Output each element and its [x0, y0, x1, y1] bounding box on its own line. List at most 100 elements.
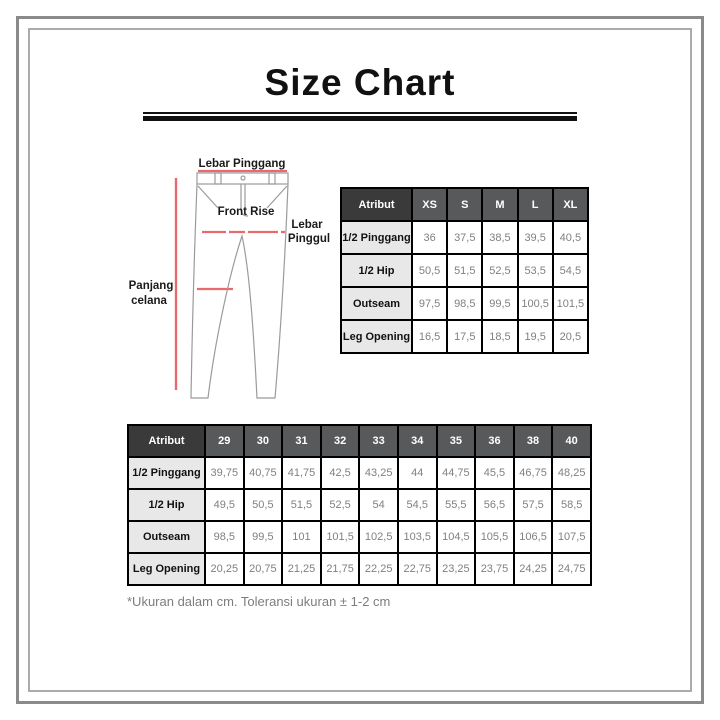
cell-value: 54 [358, 488, 399, 522]
cell-value: 16,5 [410, 319, 449, 354]
cell-value: 24,75 [551, 552, 592, 586]
row-label: 1/2 Hip [127, 488, 206, 522]
column-header-36: 36 [474, 424, 515, 458]
table-row: Leg Opening 16,5 17,5 18,5 19,5 20,5 [340, 319, 590, 354]
column-header-32: 32 [319, 424, 361, 458]
cell-value: 98,5 [446, 286, 484, 321]
cell-value: 22,75 [396, 552, 438, 586]
cell-value: 20,5 [551, 319, 590, 354]
row-label: 1/2 Hip [340, 253, 413, 288]
row-label: Outseam [340, 286, 413, 321]
cell-value: 100,5 [516, 286, 554, 321]
table-row: 1/2 Pinggang 39,75 40,75 41,75 42,5 43,2… [127, 456, 592, 490]
cell-value: 48,25 [551, 456, 592, 490]
pants-diagram-svg: Lebar Pinggang Front Rise Lebar Pinggul … [129, 158, 330, 399]
column-header-atribut: Atribut [340, 187, 413, 222]
title-divider [143, 112, 577, 121]
cell-value: 57,5 [512, 488, 554, 522]
pants-legs-outline [190, 183, 289, 399]
cell-value: 24,25 [512, 552, 554, 586]
cell-value: 101,5 [319, 520, 361, 554]
cell-value: 45,5 [474, 456, 515, 490]
cell-value: 54,5 [396, 488, 438, 522]
cell-value: 106,5 [512, 520, 554, 554]
cell-value: 23,75 [474, 552, 515, 586]
waistband [196, 172, 289, 185]
column-header-30: 30 [242, 424, 284, 458]
length-label-line2: celana [131, 295, 167, 307]
cell-value: 58,5 [551, 488, 592, 522]
row-label: Outseam [127, 520, 206, 554]
cell-value: 39,5 [516, 220, 554, 255]
belt-loop-right [268, 172, 276, 185]
cell-value: 97,5 [410, 286, 449, 321]
column-header-atribut: Atribut [127, 424, 206, 458]
pocket-line-right [266, 185, 288, 209]
cell-value: 53,5 [516, 253, 554, 288]
cell-value: 51,5 [281, 488, 322, 522]
column-header-31: 31 [281, 424, 322, 458]
cell-value: 52,5 [481, 253, 519, 288]
column-header-29: 29 [204, 424, 245, 458]
column-header-l: L [516, 187, 554, 222]
table-row: 1/2 Pinggang 36 37,5 38,5 39,5 40,5 [340, 220, 590, 255]
cell-value: 36 [410, 220, 449, 255]
cell-value: 104,5 [435, 520, 477, 554]
column-header-xl: XL [551, 187, 590, 222]
table-header-row: Atribut XS S M L XL [340, 187, 590, 222]
cell-value: 43,25 [358, 456, 399, 490]
row-label: 1/2 Pinggang [127, 456, 206, 490]
hip-label-line1: Lebar [291, 219, 323, 231]
row-label: Leg Opening [340, 319, 413, 354]
table-row: 1/2 Hip 49,5 50,5 51,5 52,5 54 54,5 55,5… [127, 488, 592, 522]
pants-outline [190, 172, 289, 399]
table-row: Outseam 98,5 99,5 101 101,5 102,5 103,5 … [127, 520, 592, 554]
waist-label: Lebar Pinggang [199, 158, 286, 170]
cell-value: 44 [396, 456, 438, 490]
cell-value: 56,5 [474, 488, 515, 522]
cell-value: 40,5 [551, 220, 590, 255]
cell-value: 44,75 [435, 456, 477, 490]
cell-value: 38,5 [481, 220, 519, 255]
cell-value: 40,75 [242, 456, 284, 490]
cell-value: 20,75 [242, 552, 284, 586]
cell-value: 49,5 [204, 488, 245, 522]
cell-value: 101,5 [551, 286, 590, 321]
cell-value: 23,25 [435, 552, 477, 586]
cell-value: 42,5 [319, 456, 361, 490]
column-header-34: 34 [396, 424, 438, 458]
waist-button [240, 175, 246, 181]
cell-value: 17,5 [446, 319, 484, 354]
cell-value: 52,5 [319, 488, 361, 522]
cell-value: 51,5 [446, 253, 484, 288]
table-row: 1/2 Hip 50,5 51,5 52,5 53,5 54,5 [340, 253, 590, 288]
cell-value: 105,5 [474, 520, 515, 554]
cell-value: 46,75 [512, 456, 554, 490]
cell-value: 50,5 [242, 488, 284, 522]
cell-value: 107,5 [551, 520, 592, 554]
pocket-line-left [197, 185, 219, 209]
title-divider-thin-line [143, 112, 577, 114]
table-row: Leg Opening 20,25 20,75 21,25 21,75 22,2… [127, 552, 592, 586]
cell-value: 39,75 [204, 456, 245, 490]
column-header-40: 40 [551, 424, 592, 458]
pants-measurement-diagram: Lebar Pinggang Front Rise Lebar Pinggul … [120, 150, 335, 410]
title-divider-thick-line [143, 116, 577, 121]
column-header-35: 35 [435, 424, 477, 458]
cell-value: 22,25 [358, 552, 399, 586]
outer-frame-border [16, 16, 704, 704]
cell-value: 18,5 [481, 319, 519, 354]
row-label: 1/2 Pinggang [340, 220, 413, 255]
cell-value: 101 [281, 520, 322, 554]
length-label-line1: Panjang [129, 280, 174, 292]
column-header-m: M [481, 187, 519, 222]
belt-loop-left [214, 172, 222, 185]
column-header-s: S [446, 187, 484, 222]
cell-value: 21,25 [281, 552, 322, 586]
row-label: Leg Opening [127, 552, 206, 586]
cell-value: 37,5 [446, 220, 484, 255]
front-rise-label: Front Rise [218, 206, 275, 218]
cell-value: 41,75 [281, 456, 322, 490]
size-table-numeric: Atribut 29 30 31 32 33 34 35 36 38 40 1/… [127, 424, 592, 586]
